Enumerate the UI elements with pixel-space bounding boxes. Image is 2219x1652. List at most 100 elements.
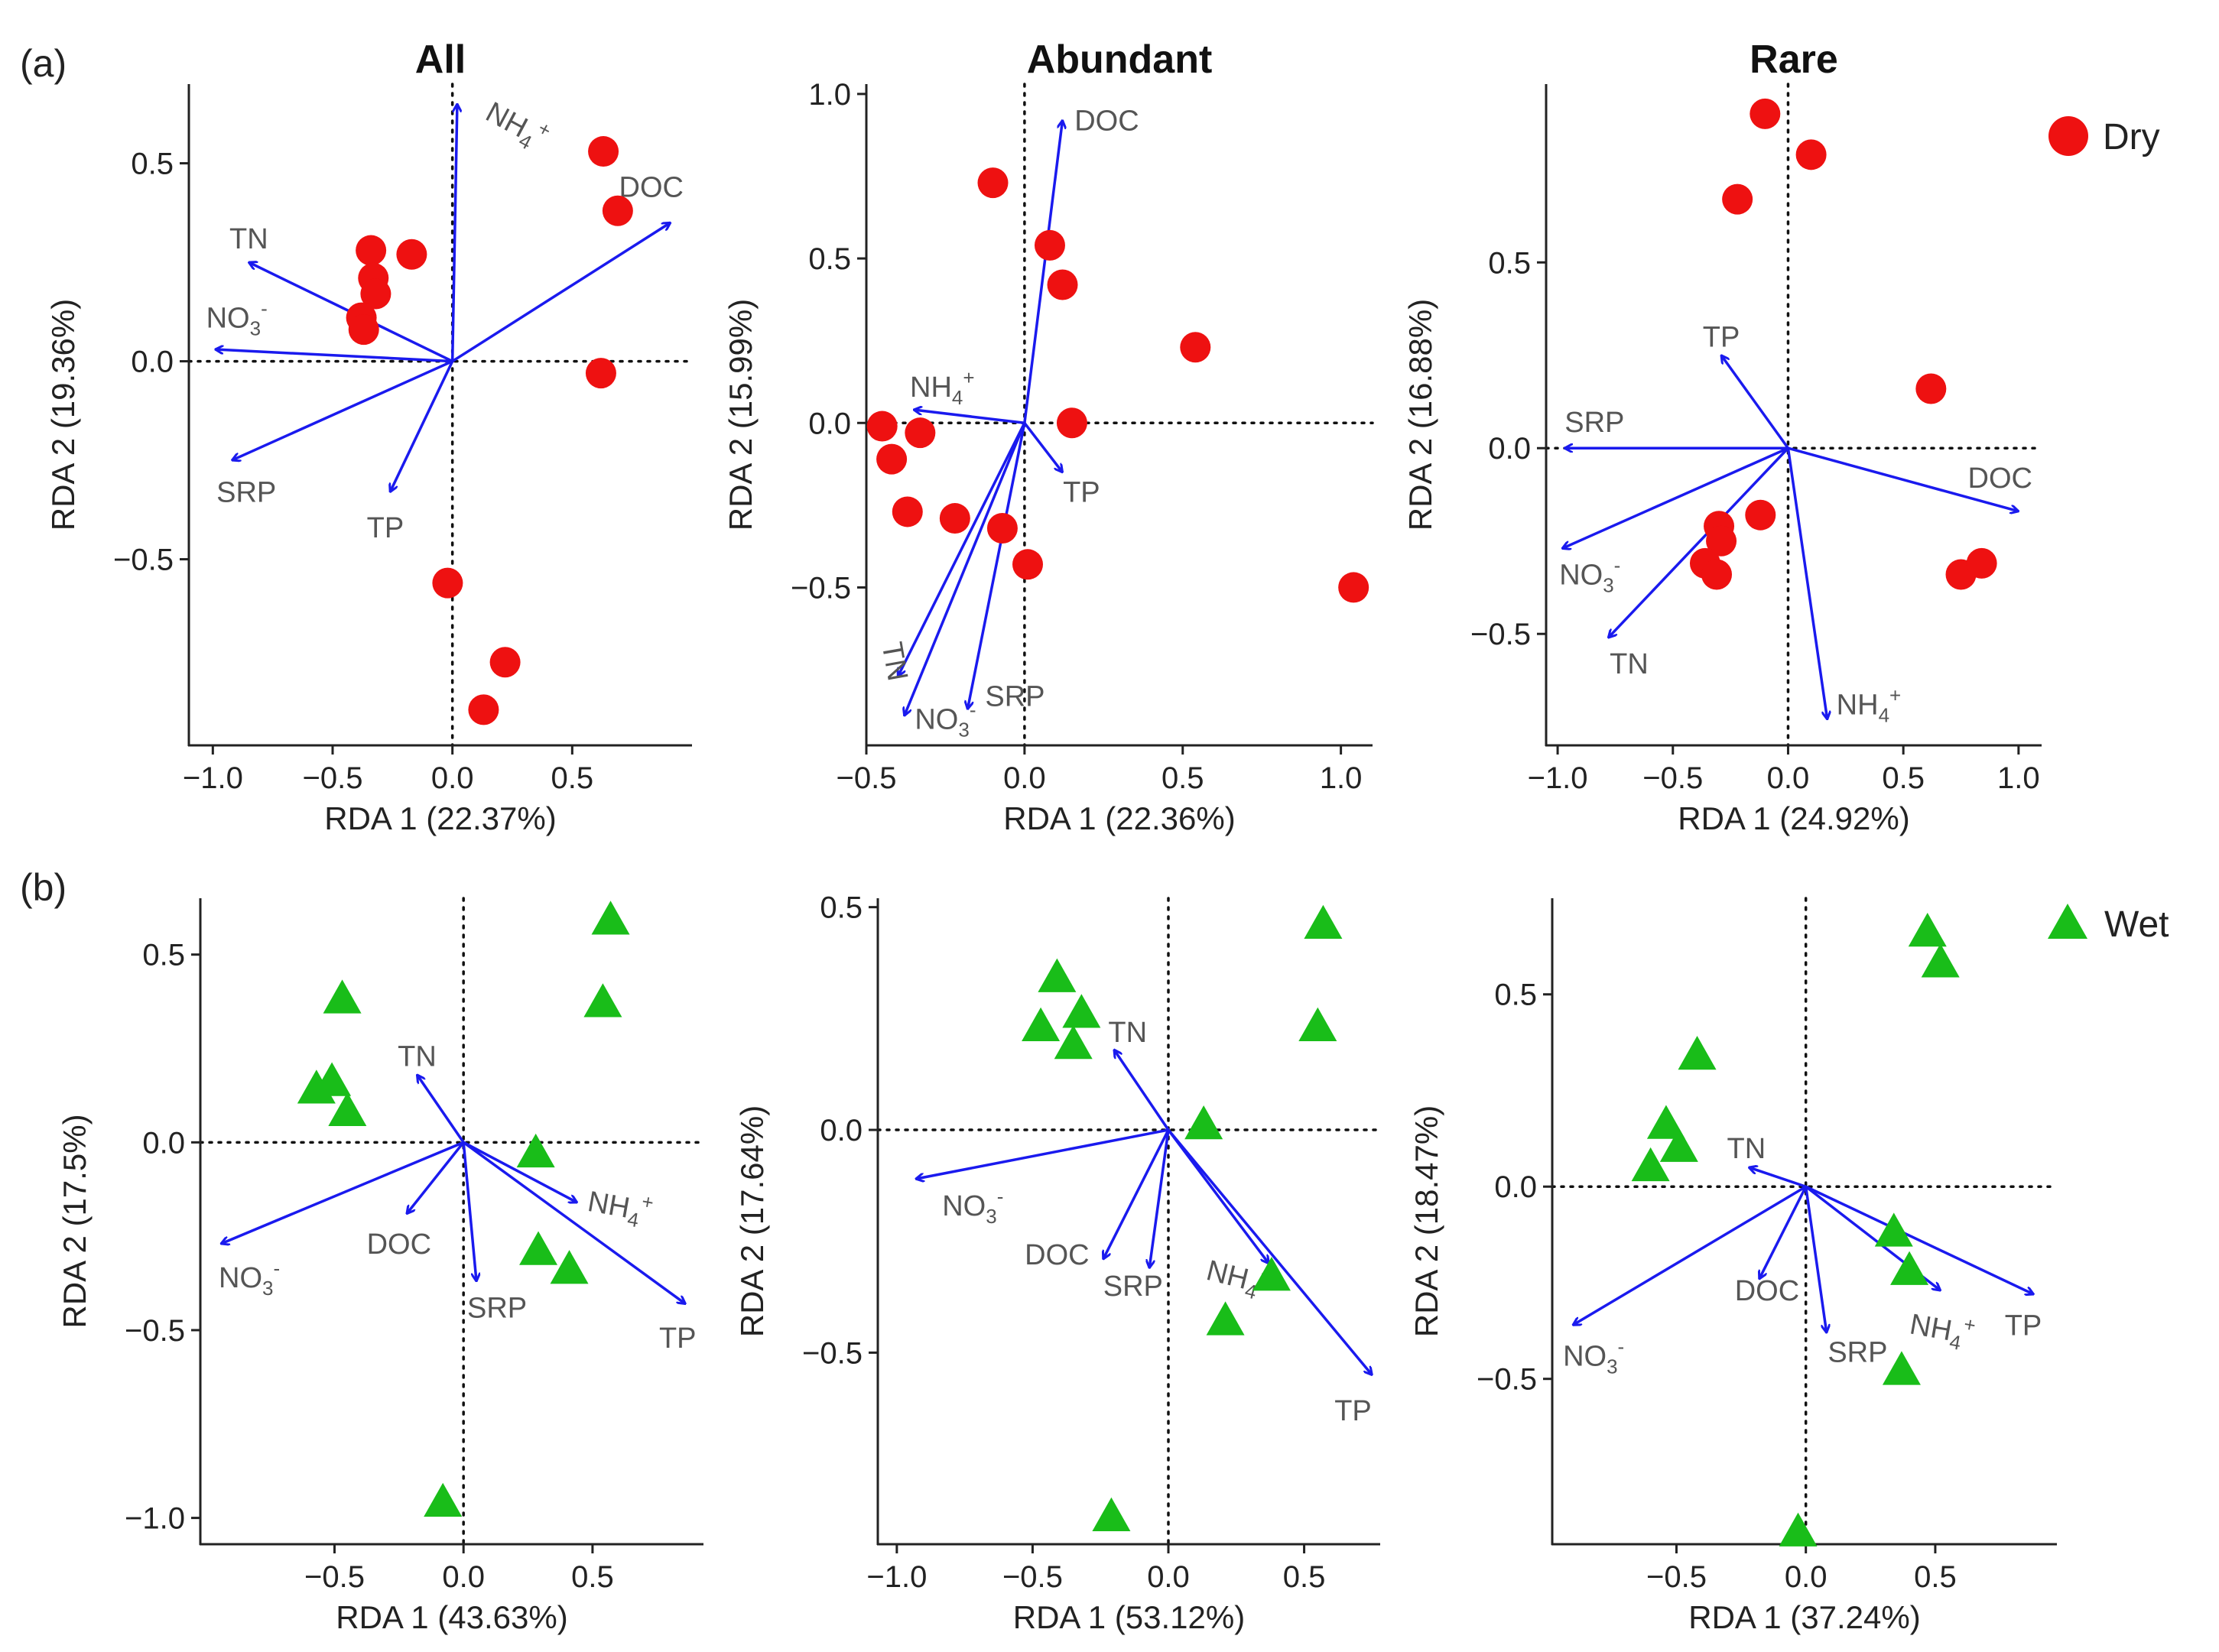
wet-sample-point: [583, 983, 622, 1017]
dry-sample-point: [1915, 373, 1947, 404]
env-arrow-label: DOC: [1735, 1275, 1799, 1307]
x-tick-label: −0.5: [1002, 1560, 1063, 1594]
dry-sample-point: [1056, 407, 1087, 439]
panel-abundant-wet: −1.0 −0.5 0.0 0.5 −0.5 0.0 0.5 RDA 1 (53.12%) RD…: [734, 891, 1382, 1635]
env-arrow: [1721, 355, 1789, 450]
wet-sample-point: [1062, 994, 1101, 1028]
x-tick-label: −0.5: [837, 761, 897, 795]
y-tick-label: −0.5: [113, 544, 174, 577]
env-arrow-label: NO3-: [915, 699, 976, 742]
legend-dry-label: Dry: [2103, 117, 2160, 157]
legend-wet-marker: [2048, 904, 2087, 939]
wet-sample-point: [1298, 1007, 1337, 1041]
env-arrow-label: NH4+: [584, 1180, 655, 1234]
env-arrow-label: NH4+: [478, 92, 555, 160]
dry-sample-point: [1706, 525, 1737, 557]
wet-sample-point: [1022, 1007, 1061, 1041]
y-axis-label: RDA 2 (17.5%): [57, 1114, 93, 1328]
wet-sample-point: [1038, 958, 1077, 992]
env-arrow: [905, 422, 1026, 716]
dry-sample-point: [396, 239, 427, 270]
panel-title: All: [415, 37, 466, 82]
env-arrow-label: TN: [1108, 1017, 1147, 1049]
y-tick-label: 0.0: [1494, 1170, 1537, 1204]
dry-sample-point: [1795, 139, 1827, 170]
wet-sample-point: [1631, 1147, 1670, 1182]
env-arrow-label: TN: [1727, 1133, 1766, 1165]
env-arrow: [1805, 1185, 2034, 1294]
x-axis-label: RDA 1 (22.37%): [324, 800, 556, 836]
legend-wet-label: Wet: [2104, 904, 2169, 945]
x-tick-label: 0.0: [431, 761, 474, 795]
panel-rare-wet: −0.5 0.0 0.5 −0.5 0.0 0.5 RDA 1 (37.24%) RDA 2 …: [1408, 897, 2058, 1635]
wet-sample-point: [591, 901, 630, 935]
env-arrow: [1573, 1185, 1807, 1325]
env-arrow: [898, 422, 1026, 676]
wet-sample-point: [323, 979, 362, 1014]
env-arrow-label: TP: [2005, 1310, 2042, 1342]
env-arrow-label: SRP: [1564, 407, 1624, 439]
x-tick-label: 0.5: [571, 1560, 614, 1594]
dry-sample-point: [588, 136, 619, 167]
env-arrow: [407, 1141, 465, 1213]
env-arrow: [916, 1128, 1169, 1179]
dry-sample-point: [348, 314, 379, 346]
wet-sample-point: [1882, 1351, 1921, 1385]
env-arrow: [221, 1141, 464, 1244]
env-arrow-label: NO3-: [942, 1185, 1003, 1228]
y-tick-label: 0.0: [820, 1114, 863, 1147]
panel-all-dry: All −1.0 −0.5 0.0 0.5 −0.5 0.0 0.5 RDA 1 (22.37%…: [45, 37, 694, 836]
x-tick-label: 0.5: [1882, 761, 1925, 795]
env-arrow-label: DOC: [367, 1228, 431, 1261]
wet-sample-point: [1659, 1128, 1698, 1162]
env-arrow-label: NO3-: [219, 1257, 280, 1300]
x-tick-label: 0.5: [1161, 761, 1204, 795]
env-arrow: [1023, 422, 1063, 472]
wet-sample-point: [1184, 1105, 1223, 1140]
env-arrow-label: NO3-: [1563, 1336, 1624, 1378]
panel-title: Rare: [1750, 37, 1838, 82]
env-arrow-label: DOC: [1968, 462, 2032, 495]
env-arrow: [967, 422, 1026, 709]
dry-sample-point: [1701, 559, 1733, 590]
env-arrow: [1103, 1129, 1170, 1259]
y-tick-label: 0.0: [131, 346, 174, 379]
env-arrow-label: TN: [1610, 648, 1649, 680]
env-arrow-label: DOC: [1025, 1239, 1089, 1271]
dry-sample-point: [876, 443, 908, 475]
dry-sample-point: [977, 167, 1009, 199]
y-tick-label: 0.0: [142, 1126, 185, 1160]
y-axis-label: RDA 2 (19.36%): [45, 299, 81, 531]
wet-sample-point: [1779, 1512, 1818, 1547]
env-arrow-label: DOC: [1074, 105, 1139, 137]
x-tick-label: −0.5: [1646, 1560, 1707, 1594]
x-tick-label: −1.0: [183, 761, 243, 795]
panel-title: Abundant: [1027, 37, 1213, 82]
env-arrow: [1114, 1050, 1170, 1131]
x-axis-label: RDA 1 (37.24%): [1688, 1599, 1920, 1635]
env-arrow: [1749, 1167, 1807, 1188]
env-arrow-label: NH4+: [1906, 1303, 1977, 1357]
x-tick-label: 0.0: [1767, 761, 1810, 795]
y-tick-label: 0.5: [142, 939, 185, 972]
env-arrow: [1149, 1129, 1170, 1268]
env-arrow: [232, 359, 453, 460]
dry-sample-point: [1047, 269, 1078, 300]
dry-sample-point: [1722, 183, 1753, 215]
dry-sample-point: [1745, 499, 1776, 531]
env-arrow: [450, 104, 457, 362]
x-tick-label: −0.5: [1642, 761, 1703, 795]
y-axis-label: RDA 2 (17.64%): [734, 1105, 770, 1337]
x-axis-label: RDA 1 (53.12%): [1013, 1599, 1245, 1635]
y-tick-label: 0.5: [131, 148, 174, 181]
x-tick-label: −0.5: [303, 761, 363, 795]
wet-sample-point: [550, 1250, 589, 1284]
x-tick-label: 1.0: [1997, 761, 2040, 795]
x-tick-label: 1.0: [1320, 761, 1363, 795]
env-arrow: [462, 1142, 476, 1281]
env-arrow-label: TP: [367, 512, 404, 544]
wet-sample-point: [1921, 943, 1960, 978]
env-arrow-label: DOC: [619, 172, 684, 204]
